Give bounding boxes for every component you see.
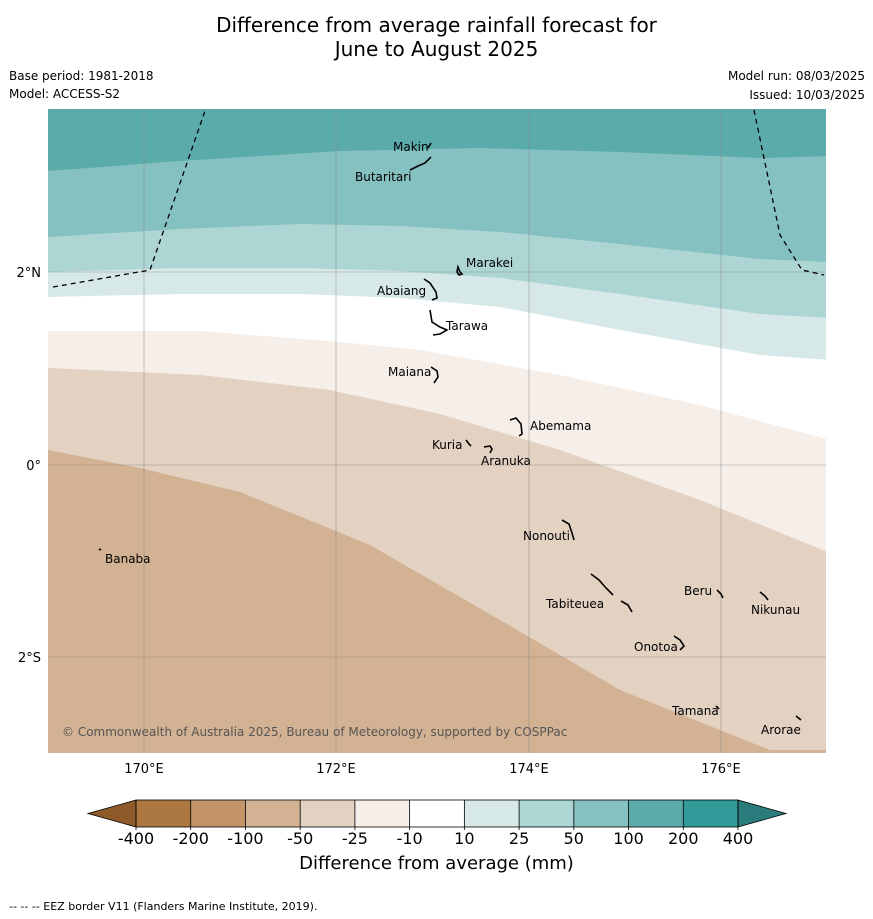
arorae-island — [795, 715, 802, 721]
aranuka-island — [483, 445, 493, 454]
copyright-notice: © Commonwealth of Australia 2025, Bureau… — [62, 725, 567, 739]
colorbar-extend-low — [86, 799, 137, 828]
colorbar-tick-label: -400 — [118, 829, 154, 848]
colorbar-title: Difference from average (mm) — [299, 853, 574, 874]
kuria-island — [465, 439, 472, 447]
eez-legend-note: -- -- -- EEZ border V11 (Flanders Marine… — [9, 900, 318, 913]
abaiang-island — [423, 278, 438, 301]
map-title-line-2: June to August 2025 — [334, 37, 539, 61]
colorbar-segment — [190, 800, 246, 827]
colorbar: -400 -200 -100 -50 -25 -10 10 25 50 100 200 400 — [86, 799, 788, 848]
colorbar-tick-label: -100 — [227, 829, 263, 848]
label-banaba: Banaba — [105, 552, 151, 566]
longitude-tick-labels: 170°E 172°E 174°E 176°E — [124, 762, 741, 777]
colorbar-segment — [409, 800, 465, 827]
beru-island — [716, 589, 724, 599]
colorbar-extend-high — [737, 799, 788, 828]
issued-label: Issued: 10/03/2025 — [749, 88, 865, 102]
nikunau-island — [759, 591, 769, 601]
tamana-island — [715, 705, 720, 710]
label-marakei: Marakei — [466, 256, 513, 270]
colorbar-segment — [136, 800, 191, 827]
label-tabiteuea: Tabiteuea — [545, 597, 604, 611]
label-tarawa: Tarawa — [445, 319, 488, 333]
map-title-line-1: Difference from average rainfall forecas… — [216, 13, 657, 37]
label-tamana: Tamana — [671, 704, 719, 718]
label-nikunau: Nikunau — [751, 603, 800, 617]
label-kuria: Kuria — [432, 438, 463, 452]
colorbar-segment — [573, 800, 629, 827]
colorbar-tick-label: 50 — [564, 829, 584, 848]
base-period-label: Base period: 1981-2018 — [9, 69, 154, 83]
abemama-island — [509, 417, 523, 437]
model-run-label: Model run: 08/03/2025 — [727, 69, 865, 83]
label-arorae: Arorae — [761, 723, 801, 737]
colorbar-tick-label: -25 — [342, 829, 368, 848]
graticule — [48, 109, 826, 753]
lon-tick-172e: 172°E — [316, 762, 356, 777]
colorbar-segment — [628, 800, 684, 827]
colorbar-segment — [300, 800, 355, 827]
tarawa-island — [429, 309, 449, 336]
colorbar-segment — [354, 800, 410, 827]
makin-island — [427, 142, 432, 149]
lat-tick-2n: 2°N — [17, 266, 42, 281]
label-maiana: Maiana — [388, 365, 431, 379]
colorbar-segment — [245, 800, 301, 827]
lon-tick-176e: 176°E — [701, 762, 741, 777]
label-onotoa: Onotoa — [634, 640, 678, 654]
colorbar-segment — [519, 800, 574, 827]
tabiteuea-south — [620, 600, 633, 613]
colorbar-tick-label: 10 — [454, 829, 474, 848]
lat-tick-0: 0° — [26, 459, 41, 474]
tabiteuea-island — [590, 573, 614, 596]
label-beru: Beru — [684, 584, 712, 598]
colorbar-tick-label: 100 — [613, 829, 644, 848]
island-outlines — [98, 142, 802, 721]
marakei-island — [456, 264, 464, 276]
eez-border — [52, 109, 825, 288]
label-makin: Makin — [393, 140, 429, 154]
lon-tick-174e: 174°E — [509, 762, 549, 777]
colorbar-tick-label: 25 — [509, 829, 529, 848]
rainfall-anomaly-map: Makin Butaritari Marakei Abaiang Tarawa … — [48, 109, 826, 753]
place-labels: Makin Butaritari Marakei Abaiang Tarawa … — [105, 140, 801, 737]
nonouti-island — [561, 519, 575, 541]
label-abemama: Abemama — [530, 419, 591, 433]
butaritari-island — [409, 156, 432, 171]
colorbar-tick-label: -10 — [397, 829, 423, 848]
colorbar-tick-label: 200 — [668, 829, 699, 848]
label-butaritari: Butaritari — [355, 170, 412, 184]
maiana-island — [430, 366, 439, 384]
banaba-island — [98, 548, 102, 551]
colorbar-segment — [464, 800, 520, 827]
lon-tick-170e: 170°E — [124, 762, 164, 777]
colorbar-tick-label: 400 — [723, 829, 754, 848]
label-aranuka: Aranuka — [481, 454, 531, 468]
colorbar-tick-label: -200 — [173, 829, 209, 848]
label-abaiang: Abaiang — [377, 284, 426, 298]
lat-tick-2s: 2°S — [18, 651, 41, 666]
label-nonouti: Nonouti — [523, 529, 570, 543]
onotoa-island — [673, 635, 686, 651]
colorbar-tick-label: -50 — [287, 829, 313, 848]
latitude-tick-labels: 2°N 0° 2°S — [17, 266, 42, 666]
colorbar-segment — [683, 800, 738, 827]
band-100-to-200 — [48, 109, 826, 171]
model-label: Model: ACCESS-S2 — [9, 87, 121, 101]
